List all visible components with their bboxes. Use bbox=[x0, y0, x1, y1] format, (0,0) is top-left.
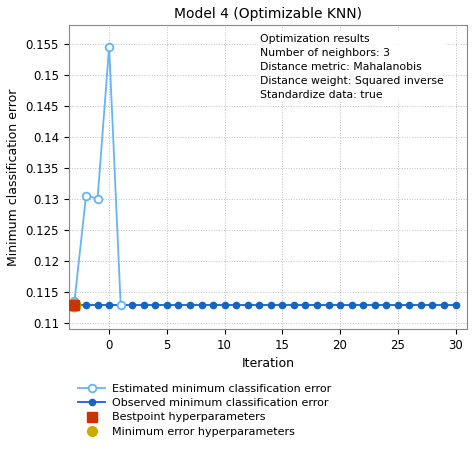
X-axis label: Iteration: Iteration bbox=[241, 357, 294, 370]
Title: Model 4 (Optimizable KNN): Model 4 (Optimizable KNN) bbox=[174, 7, 362, 21]
Legend: Estimated minimum classification error, Observed minimum classification error, B: Estimated minimum classification error, … bbox=[74, 380, 335, 440]
Y-axis label: Minimum classification error: Minimum classification error bbox=[7, 88, 20, 266]
Text: Optimization results
Number of neighbors: 3
Distance metric: Mahalanobis
Distanc: Optimization results Number of neighbors… bbox=[260, 34, 444, 100]
